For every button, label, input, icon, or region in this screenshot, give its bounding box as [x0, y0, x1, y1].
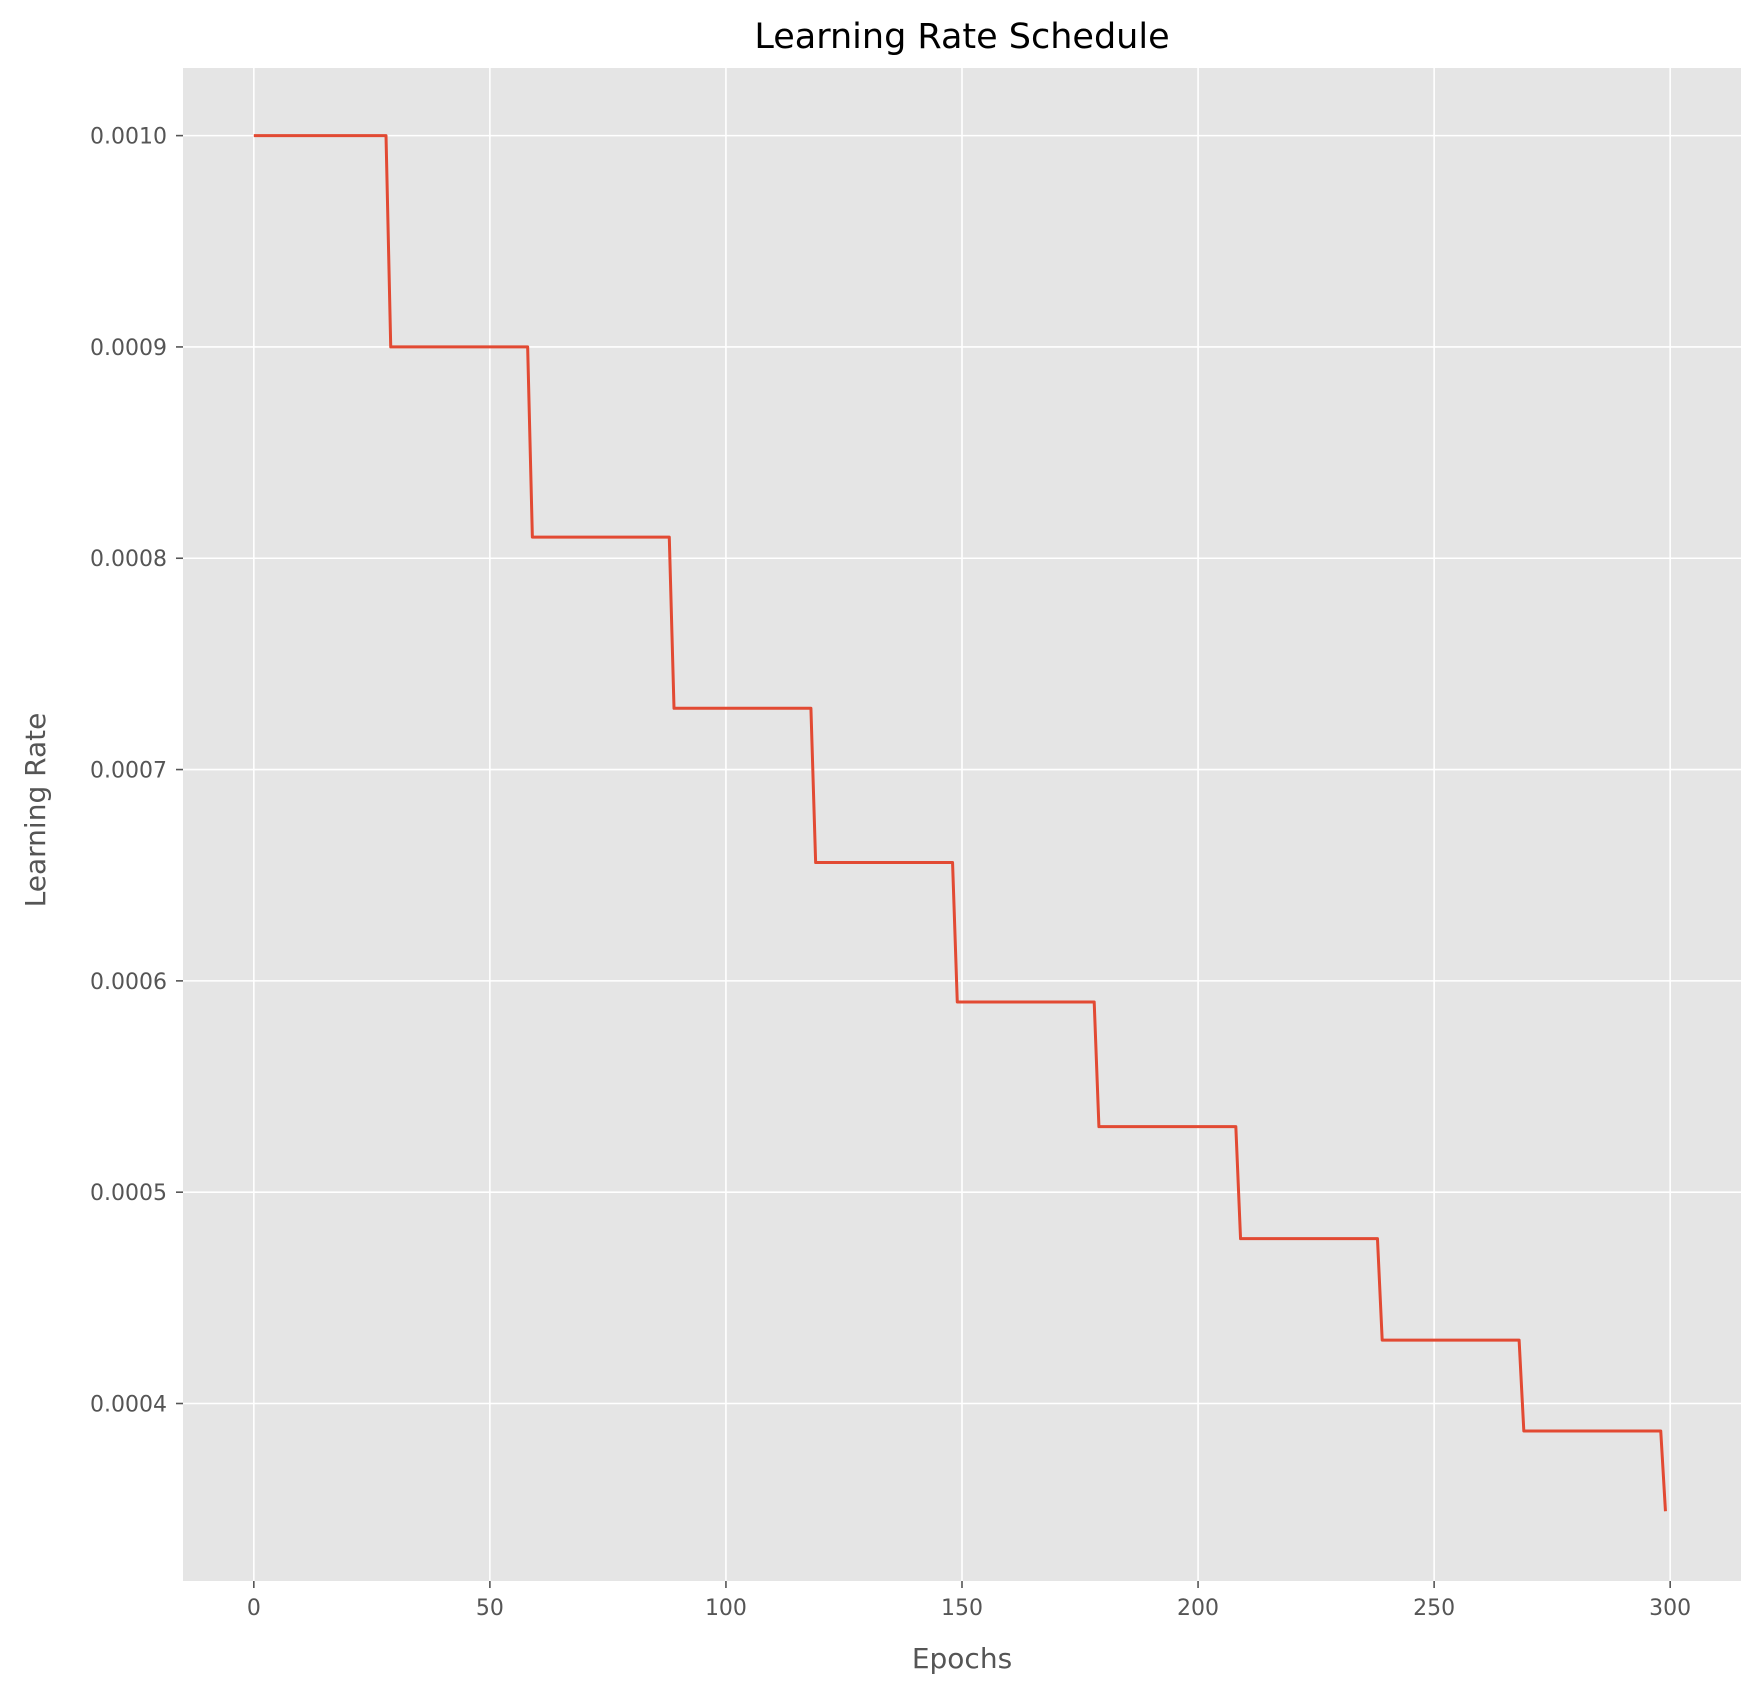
x-axis-title: Epochs — [912, 1642, 1012, 1675]
y-tick-label: 0.0008 — [90, 547, 167, 572]
series-layer — [253, 134, 1667, 1512]
x-tick-label: 300 — [1649, 1596, 1691, 1621]
series-line — [253, 134, 1667, 1512]
y-tick-label: 0.0005 — [90, 1181, 167, 1206]
y-tick-label: 0.0004 — [90, 1392, 167, 1417]
chart-title: Learning Rate Schedule — [754, 17, 1169, 57]
y-tick-label: 0.0006 — [90, 970, 167, 995]
y-axis-title: Learning Rate — [19, 713, 52, 908]
x-axis-ticks: 0 50 100 150 200 250 300 — [247, 1581, 1691, 1621]
y-tick-label: 0.0007 — [90, 759, 167, 784]
x-tick-label: 0 — [247, 1596, 261, 1621]
x-tick-label: 250 — [1413, 1596, 1455, 1621]
y-tick-label: 0.0009 — [90, 336, 167, 361]
x-tick-label: 150 — [941, 1596, 983, 1621]
x-tick-label: 100 — [705, 1596, 747, 1621]
y-axis-ticks: 0.0004 0.0005 0.0006 0.0007 0.0008 0.0009 0.00… — [90, 125, 183, 1417]
y-tick-label: 0.0010 — [90, 125, 167, 150]
x-tick-label: 200 — [1177, 1596, 1219, 1621]
x-tick-label: 50 — [476, 1596, 504, 1621]
